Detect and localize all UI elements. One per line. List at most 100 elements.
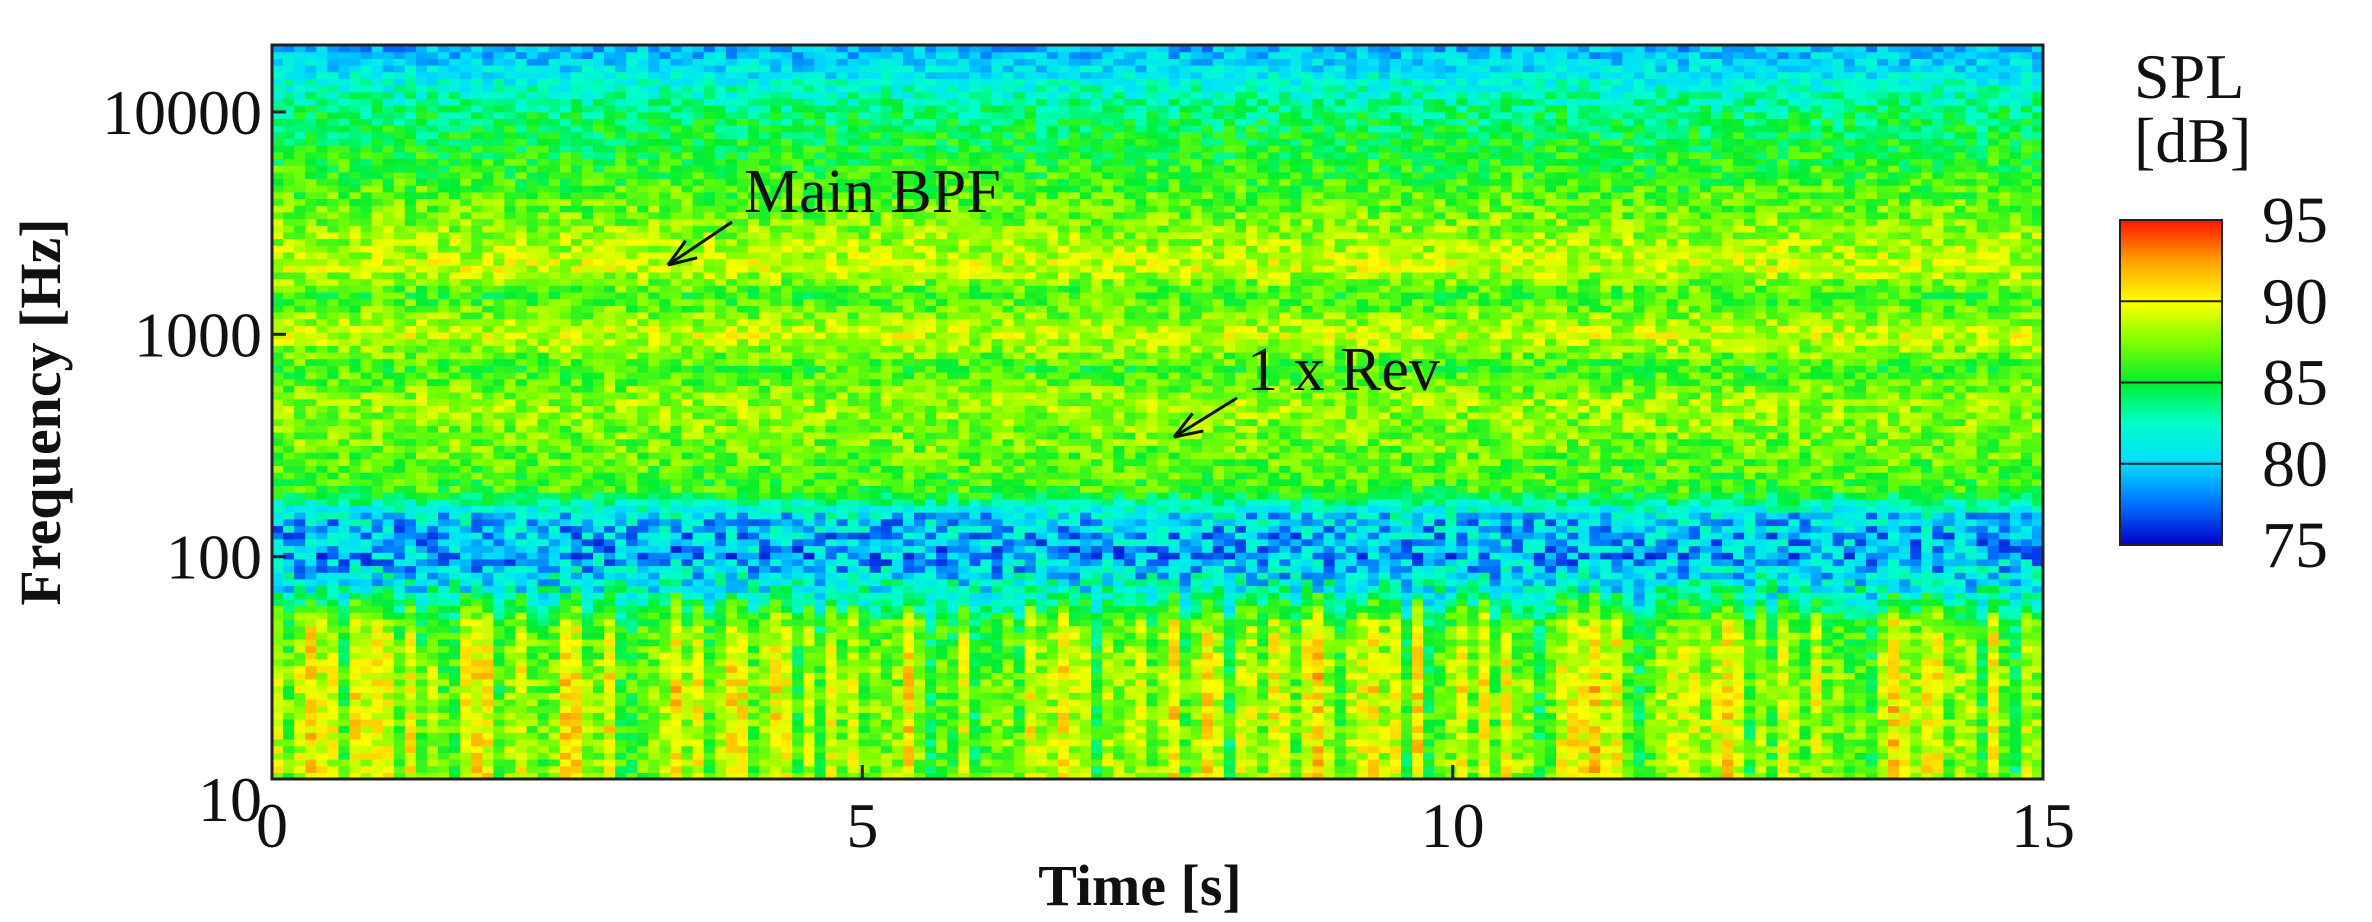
heatmap-cell [1024,592,1037,600]
heatmap-cell [803,612,815,620]
heatmap-cell [1567,698,1579,707]
heatmap-cell [1423,712,1435,720]
heatmap-cell [1246,638,1258,647]
heatmap-cell [515,618,528,627]
heatmap-cell [1943,685,1956,693]
heatmap-cell [748,645,760,653]
heatmap-cell [559,585,572,593]
heatmap-cell [1799,658,1812,667]
heatmap-cell [659,578,672,587]
heatmap-cell [725,678,738,687]
heatmap-cell [925,598,937,607]
heatmap-cell [1235,572,1247,580]
heatmap-cell [2031,678,2043,687]
heatmap-cell [1589,772,1601,779]
heatmap-cell [1622,752,1635,760]
heatmap-cell [1168,705,1181,713]
heatmap-cell [349,658,362,667]
heatmap-cell [1434,725,1446,733]
heatmap-cell [1356,718,1369,727]
heatmap-cell [692,685,705,693]
heatmap-cell [1688,705,1701,713]
heatmap-cell [1533,718,1546,727]
heatmap-cell [1489,638,1502,647]
heatmap-cell [1102,678,1114,687]
heatmap-cell [770,585,782,593]
heatmap-cell [969,665,981,673]
heatmap-cell [294,578,306,587]
heatmap-cell [1223,618,1236,627]
heatmap-cell [1035,618,1048,627]
heatmap-cell [1456,625,1469,633]
heatmap-cell [1035,672,1048,680]
heatmap-cell [1622,585,1635,593]
heatmap-cell [460,638,472,647]
heatmap-cell [360,752,373,760]
heatmap-cell [604,705,616,713]
heatmap-cell [626,685,638,693]
heatmap-cell [1766,672,1778,680]
heatmap-cell [1057,718,1070,727]
heatmap-cell [360,712,373,720]
heatmap-cell [814,698,827,707]
heatmap-cell [1024,605,1037,613]
heatmap-cell [471,705,483,713]
heatmap-cell [593,572,605,580]
heatmap-cell [991,698,1004,707]
heatmap-cell [1334,672,1347,680]
heatmap-cell [1556,585,1568,593]
heatmap-cell [869,718,882,727]
heatmap-cell [1235,625,1247,633]
heatmap-cell [1644,739,1657,747]
heatmap-cell [1589,585,1601,593]
heatmap-cell [1312,718,1325,727]
heatmap-cell [1854,585,1867,593]
heatmap-cell [1334,705,1347,713]
heatmap-cell [460,759,472,767]
heatmap-cell [449,565,461,573]
heatmap-cell [1688,652,1701,660]
heatmap-cell [714,705,727,713]
heatmap-cell [1190,625,1203,633]
heatmap-cell [692,739,705,747]
heatmap-cell [338,618,351,627]
heatmap-cell [615,645,627,653]
heatmap-cell [1057,739,1070,747]
heatmap-cell [581,572,594,580]
heatmap-cell [858,598,871,607]
heatmap-cell [1921,598,1933,607]
heatmap-cell [504,632,517,640]
heatmap-cell [1622,772,1635,779]
heatmap-cell [1057,725,1070,733]
heatmap-cell [1223,678,1236,687]
heatmap-cell [482,618,494,627]
heatmap-cell [1655,685,1668,693]
heatmap-cell [1401,652,1413,660]
heatmap-cell [1235,692,1247,700]
heatmap-cell [1201,718,1214,727]
heatmap-cell [1644,732,1657,740]
heatmap-cell [1423,618,1435,627]
heatmap-cell [748,705,760,713]
heatmap-cell [415,692,428,700]
heatmap-cell [1201,739,1214,747]
heatmap-cell [1511,612,1524,620]
heatmap-cell [515,712,528,720]
heatmap-cell [1611,578,1623,587]
heatmap-cell [449,692,461,700]
heatmap-cell [1367,638,1380,647]
heatmap-cell [914,745,926,753]
heatmap-cell [1235,765,1247,773]
heatmap-cell [1389,632,1402,640]
heatmap-cell [1190,638,1203,647]
heatmap-cell [1744,632,1756,640]
heatmap-cell [1710,692,1723,700]
heatmap-cell [648,625,660,633]
heatmap-cell [792,645,804,653]
heatmap-cell [781,632,793,640]
heatmap-cell [1467,685,1480,693]
heatmap-cell [393,772,406,779]
heatmap-cell [1389,698,1402,707]
heatmap-cell [891,685,904,693]
heatmap-cell [1733,692,1745,700]
